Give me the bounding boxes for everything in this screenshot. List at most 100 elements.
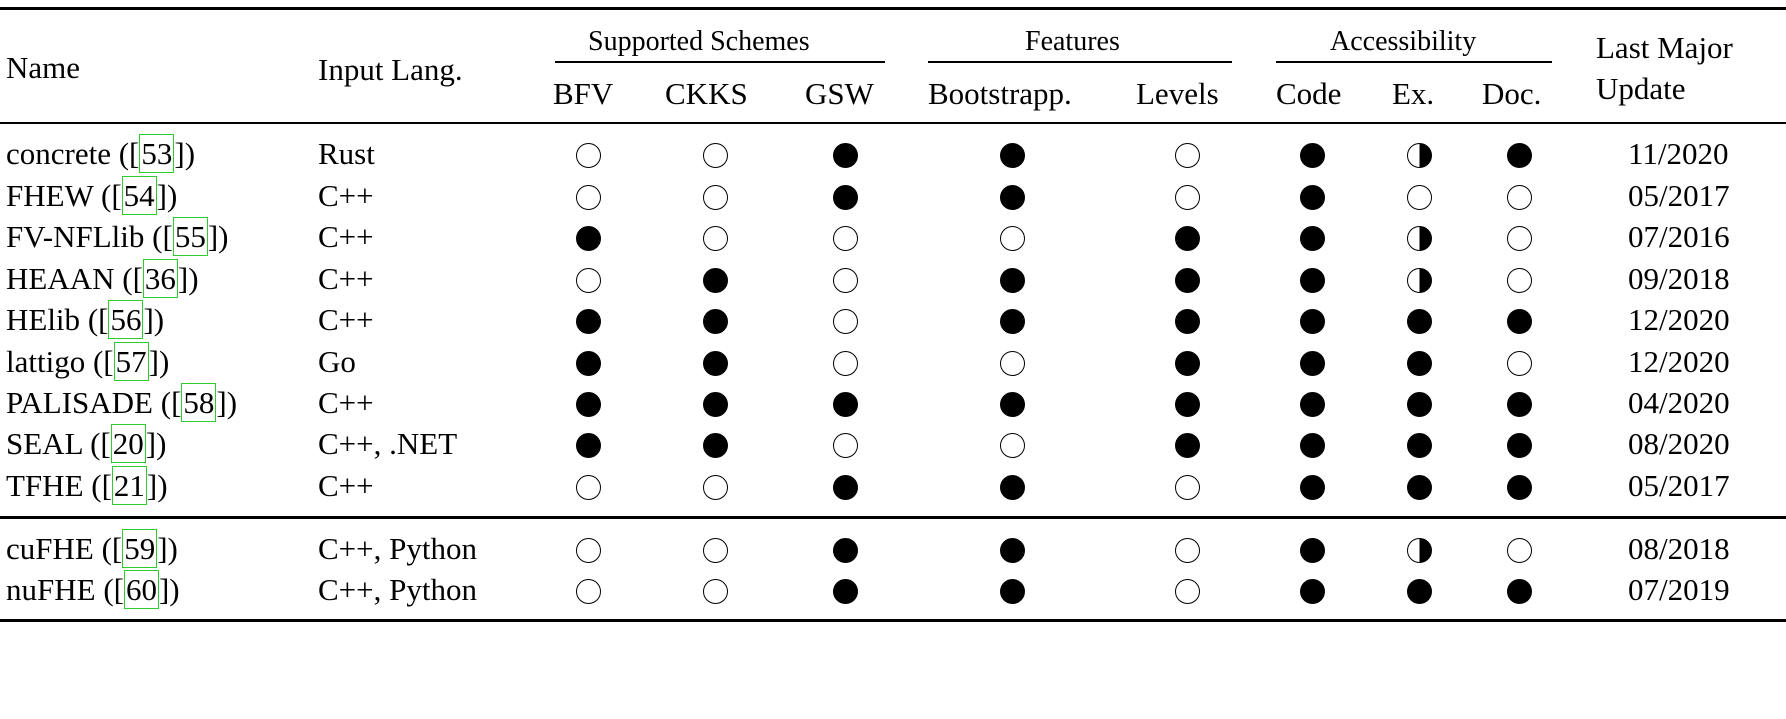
half-filled-circle-icon	[1407, 538, 1432, 563]
last-update-date: 05/2017	[1628, 178, 1730, 213]
filled-circle-icon	[1507, 392, 1532, 417]
citation-link[interactable]: 21	[111, 466, 147, 506]
empty-circle-icon	[1175, 579, 1200, 604]
citation-link[interactable]: 57	[113, 342, 149, 382]
empty-circle-icon	[703, 475, 728, 500]
library-name: PALISADE	[6, 385, 153, 420]
input-language: C++	[318, 385, 374, 420]
header-rule	[0, 122, 1786, 124]
row-name-cell: PALISADE ([58])	[6, 383, 237, 423]
filled-circle-icon	[1300, 538, 1325, 563]
empty-circle-icon	[1000, 351, 1025, 376]
filled-circle-icon	[1407, 433, 1432, 458]
empty-circle-icon	[703, 143, 728, 168]
filled-circle-icon	[1000, 185, 1025, 210]
header-code: Code	[1276, 76, 1342, 111]
citation-link[interactable]: 36	[142, 259, 178, 299]
filled-circle-icon	[1300, 579, 1325, 604]
filled-circle-icon	[1507, 433, 1532, 458]
row-name-cell: FV-NFLlib ([55])	[6, 217, 228, 257]
citation-link[interactable]: 55	[172, 217, 208, 257]
filled-circle-icon	[1000, 392, 1025, 417]
empty-circle-icon	[1175, 538, 1200, 563]
empty-circle-icon	[833, 309, 858, 334]
filled-circle-icon	[1507, 309, 1532, 334]
filled-circle-icon	[703, 268, 728, 293]
filled-circle-icon	[576, 392, 601, 417]
library-name: nuFHE	[6, 572, 96, 607]
empty-circle-icon	[1507, 268, 1532, 293]
section-rule	[0, 516, 1786, 519]
empty-circle-icon	[703, 538, 728, 563]
filled-circle-icon	[576, 433, 601, 458]
empty-circle-icon	[1507, 185, 1532, 210]
filled-circle-icon	[1000, 538, 1025, 563]
row-name-cell: HElib ([56])	[6, 300, 164, 340]
empty-circle-icon	[576, 268, 601, 293]
citation-link[interactable]: 60	[123, 570, 159, 610]
top-rule	[0, 7, 1786, 10]
input-language: C++, Python	[318, 572, 477, 607]
filled-circle-icon	[576, 226, 601, 251]
library-name: FHEW	[6, 178, 94, 213]
library-name: TFHE	[6, 468, 84, 503]
last-update-date: 07/2019	[1628, 572, 1730, 607]
filled-circle-icon	[1300, 309, 1325, 334]
citation-link[interactable]: 59	[122, 529, 158, 569]
empty-circle-icon	[576, 538, 601, 563]
row-name-cell: concrete ([53])	[6, 134, 195, 174]
filled-circle-icon	[1300, 268, 1325, 293]
header-last-major: Last Major	[1596, 30, 1733, 65]
input-language: C++, Python	[318, 531, 477, 566]
row-name-cell: nuFHE ([60])	[6, 570, 180, 610]
empty-circle-icon	[1507, 538, 1532, 563]
empty-circle-icon	[703, 185, 728, 210]
empty-circle-icon	[576, 475, 601, 500]
citation-link[interactable]: 58	[181, 383, 217, 423]
row-name-cell: cuFHE ([59])	[6, 529, 178, 569]
library-name: concrete	[6, 136, 111, 171]
filled-circle-icon	[576, 309, 601, 334]
empty-circle-icon	[1407, 185, 1432, 210]
filled-circle-icon	[1300, 351, 1325, 376]
group-rule-schemes	[555, 61, 885, 63]
citation-link[interactable]: 56	[108, 300, 144, 340]
empty-circle-icon	[1000, 226, 1025, 251]
empty-circle-icon	[1175, 185, 1200, 210]
citation-link[interactable]: 53	[139, 134, 175, 174]
filled-circle-icon	[1175, 309, 1200, 334]
filled-circle-icon	[1000, 143, 1025, 168]
filled-circle-icon	[833, 538, 858, 563]
empty-circle-icon	[833, 351, 858, 376]
filled-circle-icon	[1300, 392, 1325, 417]
filled-circle-icon	[1175, 392, 1200, 417]
last-update-date: 05/2017	[1628, 468, 1730, 503]
citation-link[interactable]: 20	[110, 424, 146, 464]
last-update-date: 07/2016	[1628, 219, 1730, 254]
filled-circle-icon	[576, 351, 601, 376]
library-name: cuFHE	[6, 531, 94, 566]
header-group-accessibility: Accessibility	[1330, 26, 1477, 57]
empty-circle-icon	[1000, 433, 1025, 458]
filled-circle-icon	[1175, 433, 1200, 458]
citation-link[interactable]: 54	[121, 176, 157, 216]
input-language: C++	[318, 468, 374, 503]
filled-circle-icon	[1000, 309, 1025, 334]
input-language: Go	[318, 344, 356, 379]
empty-circle-icon	[703, 579, 728, 604]
filled-circle-icon	[1300, 143, 1325, 168]
bottom-rule	[0, 619, 1786, 622]
input-language: C++, .NET	[318, 426, 458, 461]
half-filled-circle-icon	[1407, 268, 1432, 293]
header-ckks: CKKS	[665, 76, 748, 111]
last-update-date: 12/2020	[1628, 302, 1730, 337]
header-examples: Ex.	[1392, 76, 1435, 111]
last-update-date: 08/2020	[1628, 426, 1730, 461]
last-update-date: 12/2020	[1628, 344, 1730, 379]
header-documentation: Doc.	[1482, 76, 1542, 111]
input-language: C++	[318, 302, 374, 337]
group-rule-accessibility	[1276, 61, 1552, 63]
filled-circle-icon	[1000, 475, 1025, 500]
filled-circle-icon	[833, 392, 858, 417]
half-filled-circle-icon	[1407, 143, 1432, 168]
